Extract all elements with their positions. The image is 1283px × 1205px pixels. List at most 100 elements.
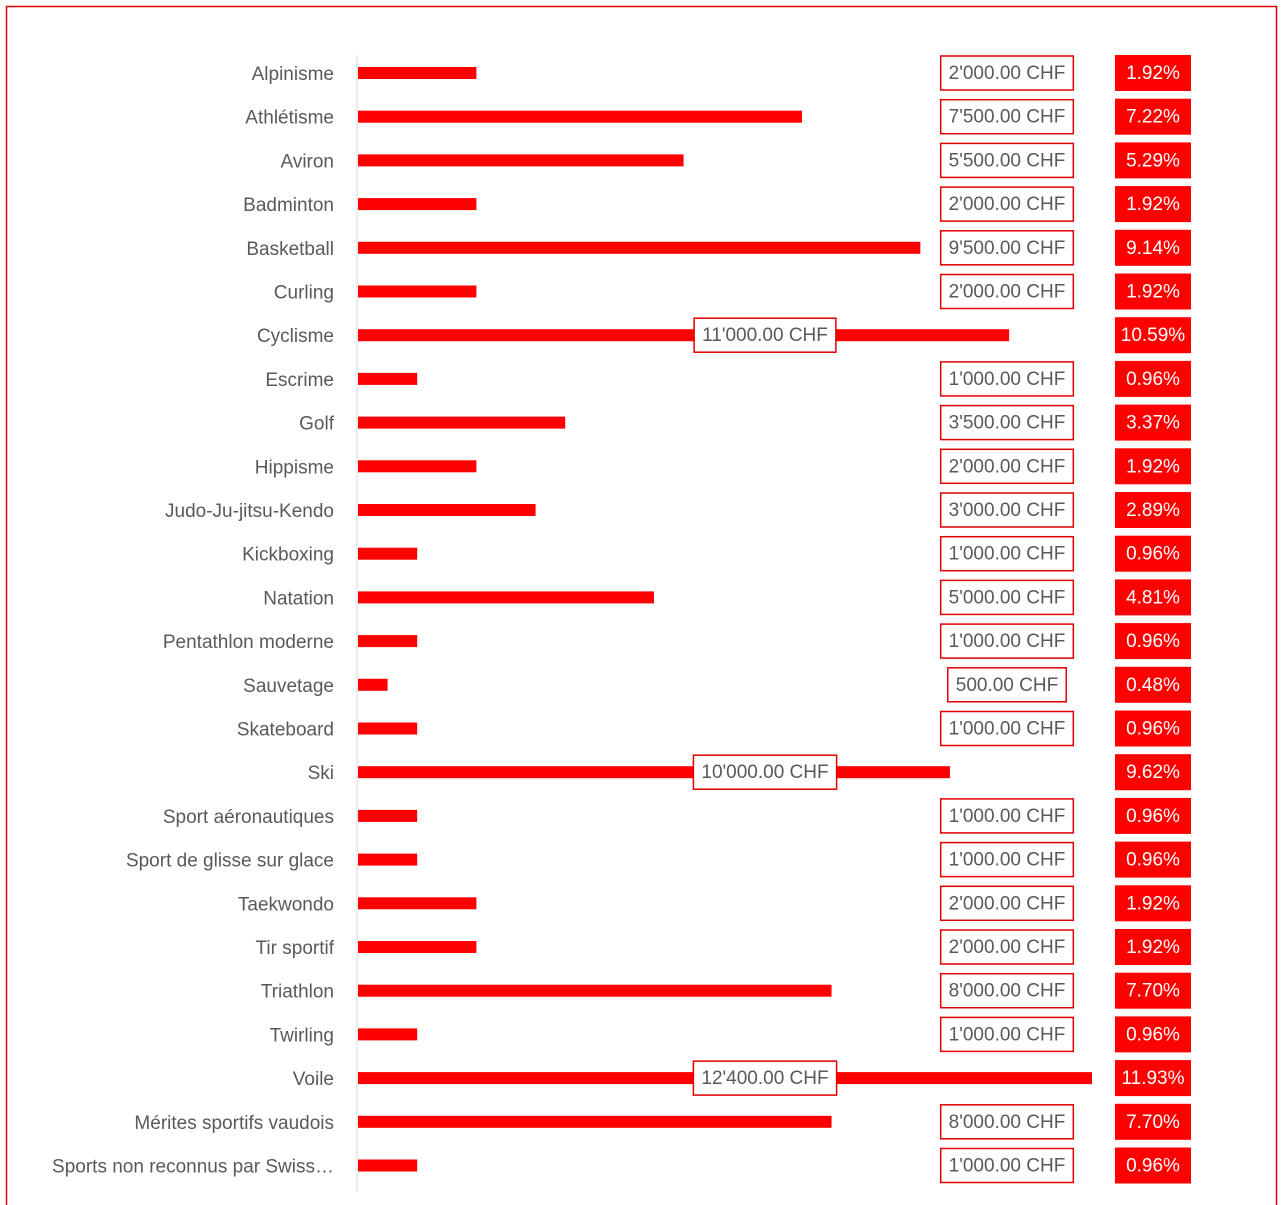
category-label: Curling [274,283,334,304]
value-label-box [939,885,1075,922]
bar [358,198,477,211]
bar [358,678,388,691]
value-label-box [939,535,1075,572]
percentage-label: 0.96% [1126,850,1180,871]
percentage-label: 0.96% [1126,719,1180,740]
percentage-label: 9.14% [1126,238,1180,259]
value-label: 9'500.00 CHF [949,238,1066,259]
category-label: Sauvetage [243,676,334,697]
bar [358,591,654,604]
percentage-label: 0.96% [1126,806,1180,827]
percentage-box [1115,1103,1191,1140]
value-label: 1'000.00 CHF [949,1024,1066,1045]
bar [358,1115,832,1128]
category-label: Pentathlon moderne [163,632,334,653]
value-label: 10'000.00 CHF [701,762,828,783]
bar [358,635,418,648]
value-label-box [939,404,1075,441]
bar [358,154,684,167]
value-label-box [939,798,1075,834]
bar [358,1159,418,1172]
value-label: 11'000.00 CHF [702,325,828,346]
percentage-label: 0.96% [1126,1024,1180,1045]
category-label: Badminton [243,195,334,216]
percentage-box [1115,55,1191,91]
percentage-label: 0.48% [1126,675,1180,696]
value-label-box [939,1104,1075,1140]
bar [358,1028,418,1041]
percentage-label: 1.92% [1126,282,1180,303]
value-label-box [939,972,1075,1009]
percentage-label: 4.81% [1126,587,1180,608]
percentage-box [1115,841,1191,878]
percentage-label: 3.37% [1126,413,1180,434]
percentage-box [1115,1016,1191,1053]
percentage-box [1115,317,1191,354]
percentage-box [1115,142,1191,179]
category-label: Mérites sportifs vaudois [134,1113,334,1134]
value-label: 1'000.00 CHF [949,369,1066,390]
value-label: 2'000.00 CHF [949,282,1066,303]
value-label-box [939,1016,1075,1053]
percentage-label: 1.92% [1126,63,1180,84]
percentage-label: 1.92% [1126,194,1180,215]
category-label: Natation [263,588,334,609]
bar [358,110,802,123]
value-label-box [939,273,1075,310]
value-label-box [939,841,1075,878]
value-label: 7'500.00 CHF [949,107,1066,128]
percentage-label: 2.89% [1126,500,1180,521]
value-label: 1'000.00 CHF [949,631,1066,652]
value-label: 2'000.00 CHF [949,937,1066,958]
value-label-box [939,623,1075,659]
category-label: Twirling [270,1025,334,1046]
value-label: 2'000.00 CHF [949,456,1066,477]
percentage-label: 11.93% [1121,1068,1184,1089]
category-label: Triathlon [261,982,334,1003]
bar [358,460,477,473]
percentage-box [1115,1147,1191,1184]
value-label: 5'000.00 CHF [949,587,1066,608]
value-label-box [939,1147,1075,1184]
category-label: Sport aéronautiques [163,807,334,828]
value-label-box [693,317,837,353]
category-label: Hippisme [255,457,334,478]
percentage-label: 7.70% [1126,981,1180,1002]
percentage-label: 0.96% [1126,1156,1180,1177]
percentage-box [1115,885,1191,922]
category-label: Sports non reconnus par Swiss… [52,1157,334,1178]
percentage-box [1115,710,1191,747]
value-label-box [939,929,1075,965]
value-label: 1'000.00 CHF [949,1156,1066,1177]
value-label: 8'000.00 CHF [949,1112,1066,1133]
value-label: 5'500.00 CHF [949,150,1066,171]
category-label: Taekwondo [238,894,334,915]
bar [358,984,832,997]
category-label: Basketball [246,239,334,260]
percentage-box [1115,623,1191,660]
percentage-label: 0.96% [1126,544,1180,565]
value-label-box [939,98,1075,135]
value-label-box [939,230,1075,266]
value-label: 3'500.00 CHF [949,413,1066,434]
category-label: Athlétisme [245,108,334,129]
bar [358,241,921,254]
value-label: 1'000.00 CHF [949,806,1066,827]
percentage-label: 0.96% [1126,369,1180,390]
category-label: Tir sportif [256,938,335,959]
category-label: Judo-Ju-jitsu-Kendo [165,501,334,522]
percentage-box [1115,98,1191,135]
value-label-box [947,667,1067,703]
value-label-box [939,186,1075,222]
value-label-box [692,1060,838,1096]
percentage-label: 9.62% [1126,762,1180,783]
percentage-label: 1.92% [1126,937,1180,958]
percentage-label: 7.70% [1126,1112,1180,1133]
percentage-label: 0.96% [1126,631,1180,652]
percentage-box [1115,273,1191,310]
category-label: Kickboxing [242,545,334,566]
bar [358,809,418,822]
percentage-box [1115,492,1191,528]
percentage-label: 7.22% [1126,107,1180,128]
